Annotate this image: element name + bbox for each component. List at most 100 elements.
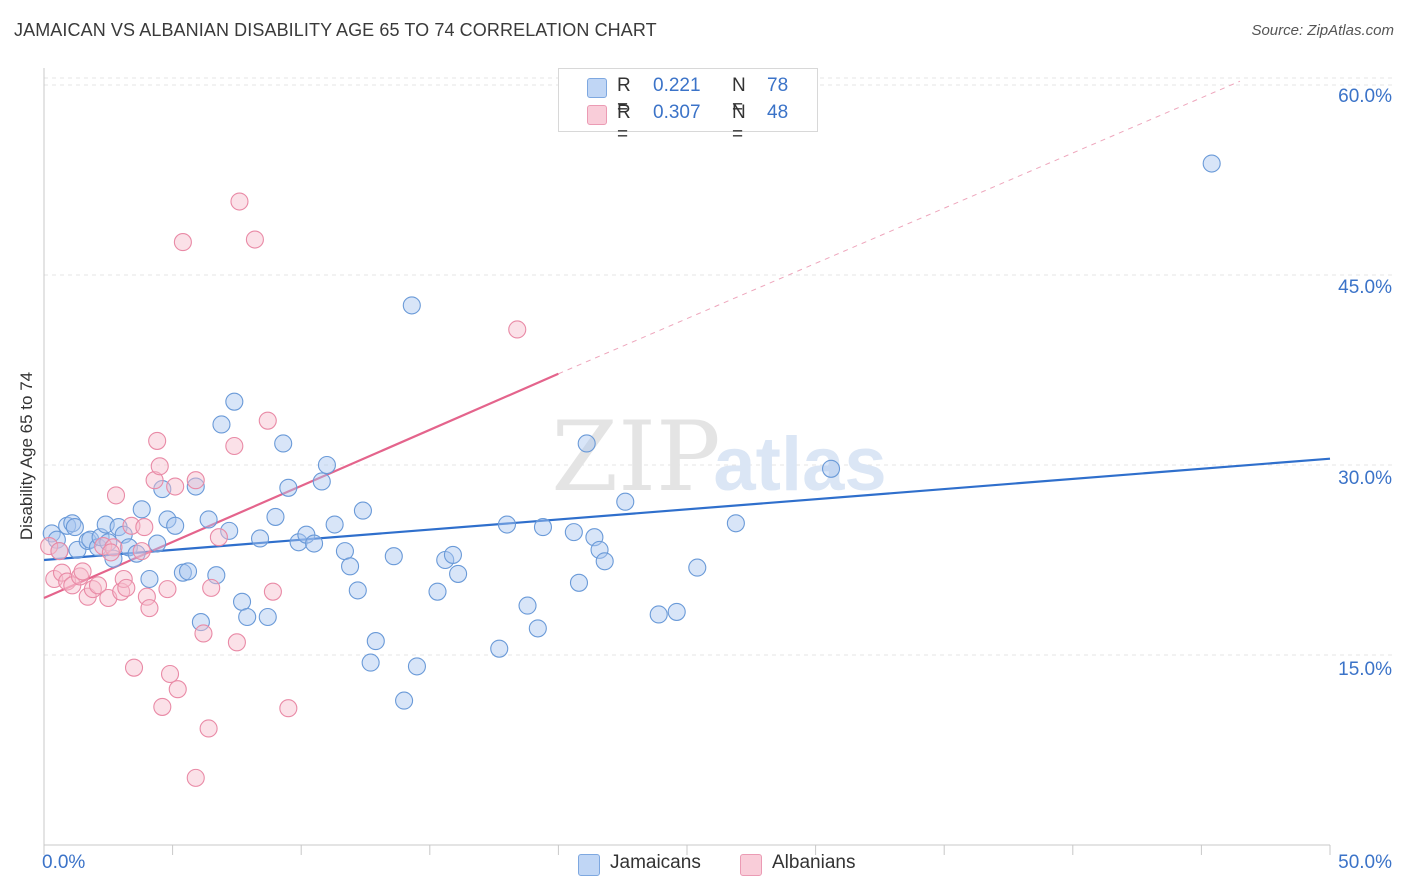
data-point-albanian xyxy=(194,624,213,643)
data-point-jamaican xyxy=(361,653,380,672)
data-point-jamaican xyxy=(341,557,360,576)
data-point-albanian xyxy=(50,542,69,561)
data-point-albanian xyxy=(73,562,92,581)
data-point-jamaican xyxy=(312,472,331,491)
data-point-albanian xyxy=(106,486,126,505)
data-point-jamaican xyxy=(443,545,462,564)
data-point-jamaican xyxy=(317,455,336,475)
data-point-albanian xyxy=(145,471,164,490)
data-point-albanian xyxy=(88,576,108,595)
data-point-jamaican xyxy=(384,547,403,566)
data-point-jamaican xyxy=(238,607,257,627)
data-point-jamaican xyxy=(395,691,414,710)
legend-r-value-jamaicans: 0.221 xyxy=(653,75,701,96)
data-point-albanian xyxy=(230,192,249,211)
data-point-jamaican xyxy=(428,582,447,601)
data-point-albanian xyxy=(153,697,172,716)
data-point-albanian xyxy=(150,457,169,476)
data-point-jamaican xyxy=(166,516,185,535)
data-point-jamaican xyxy=(407,657,426,676)
data-point-albanian xyxy=(52,563,72,582)
data-point-jamaican xyxy=(595,552,614,571)
data-point-albanian xyxy=(122,516,141,535)
data-point-jamaican xyxy=(616,492,635,511)
data-point-albanian xyxy=(279,699,298,718)
data-point-albanian xyxy=(258,411,277,430)
data-point-albanian xyxy=(199,719,218,738)
data-point-jamaican xyxy=(305,534,324,553)
data-point-jamaican xyxy=(325,515,344,534)
data-point-jamaican xyxy=(148,534,167,553)
jamaicans-points xyxy=(42,154,1221,710)
data-point-jamaican xyxy=(577,434,596,453)
data-point-jamaican xyxy=(402,296,421,315)
data-point-jamaican xyxy=(191,613,210,632)
data-point-jamaican xyxy=(533,518,553,537)
data-point-jamaican xyxy=(178,562,198,581)
data-point-jamaican xyxy=(289,533,308,552)
data-point-albanian xyxy=(117,578,136,597)
legend-r-label: R = xyxy=(617,102,631,145)
chart-title: JAMAICAN VS ALBANIAN DISABILITY AGE 65 T… xyxy=(14,20,657,40)
source-credit: Source: ZipAtlas.com xyxy=(1251,22,1394,39)
series-name-jamaicans: Jamaicans xyxy=(610,852,701,873)
watermark-zip: ZIP xyxy=(551,401,720,513)
trend-lines xyxy=(43,80,1331,600)
data-point-jamaican xyxy=(266,507,285,526)
series-swatch-albanians xyxy=(740,854,762,876)
data-point-jamaican xyxy=(140,569,159,589)
data-point-jamaican xyxy=(564,523,583,542)
data-point-albanian xyxy=(70,567,90,586)
data-point-jamaican xyxy=(590,540,609,559)
data-point-albanian xyxy=(245,230,264,249)
y-tick-label: 60.0% xyxy=(1338,86,1392,107)
watermark-atlas: atlas xyxy=(713,422,886,507)
y-tick-label: 15.0% xyxy=(1338,659,1392,680)
data-point-albanian xyxy=(209,528,228,547)
data-point-albanian xyxy=(148,431,167,450)
data-point-jamaican xyxy=(199,510,218,529)
x-tick-label: 0.0% xyxy=(42,852,86,873)
trend-line-jamaicans xyxy=(43,457,1331,562)
data-point-albanian xyxy=(101,543,120,562)
legend-r-value-albanians: 0.307 xyxy=(653,102,701,123)
data-point-jamaican xyxy=(212,415,231,434)
data-point-albanian xyxy=(137,587,156,606)
data-point-jamaican xyxy=(127,544,146,563)
data-point-jamaican xyxy=(225,392,244,411)
data-point-jamaican xyxy=(58,516,77,535)
data-point-jamaican xyxy=(490,639,509,658)
data-point-albanian xyxy=(173,233,192,252)
data-point-jamaican xyxy=(279,478,298,497)
albanians-points xyxy=(40,192,527,787)
data-point-albanian xyxy=(140,599,159,618)
data-point-jamaican xyxy=(649,605,668,624)
y-tick-label: 45.0% xyxy=(1338,277,1392,298)
data-point-jamaican xyxy=(449,564,468,583)
data-point-albanian xyxy=(135,518,154,537)
data-point-jamaican xyxy=(518,596,537,615)
trend-extension-albanians xyxy=(558,80,1241,375)
data-point-albanian xyxy=(225,436,244,456)
legend-swatch-albanians xyxy=(587,105,607,125)
data-point-jamaican xyxy=(821,459,841,478)
data-point-albanian xyxy=(168,680,187,699)
y-tick-label: 30.0% xyxy=(1338,468,1392,489)
data-point-albanian xyxy=(160,664,180,684)
data-point-jamaican xyxy=(335,542,354,561)
legend-n-label: N = xyxy=(732,102,746,145)
watermark: ZIP atlas xyxy=(551,401,886,513)
data-point-albanian xyxy=(40,537,59,556)
data-point-albanian xyxy=(227,633,246,652)
data-point-jamaican xyxy=(1202,154,1221,173)
data-point-albanian xyxy=(263,582,282,601)
data-point-albanian xyxy=(132,542,151,561)
data-point-jamaican xyxy=(569,573,589,592)
x-tick-label: 50.0% xyxy=(1338,852,1392,873)
data-point-jamaican xyxy=(688,558,707,577)
data-point-jamaican xyxy=(274,434,293,453)
data-point-jamaican xyxy=(353,501,372,520)
data-point-jamaican xyxy=(528,619,547,638)
data-point-albanian xyxy=(508,320,527,339)
